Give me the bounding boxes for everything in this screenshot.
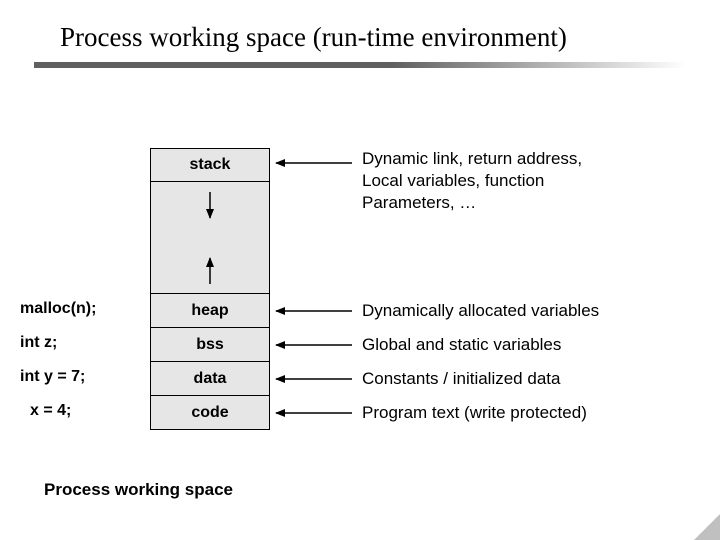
left-label-intz: int z; [20, 334, 57, 352]
segment-heap-label: heap [191, 302, 228, 320]
left-label-malloc: malloc(n); [20, 300, 96, 318]
left-label-inty: int y = 7; [20, 368, 85, 386]
desc-bss: Global and static variables [362, 334, 561, 356]
segment-bss: bss [150, 328, 270, 362]
segment-code: code [150, 396, 270, 430]
segment-heap: heap [150, 294, 270, 328]
diagram-caption: Process working space [44, 480, 233, 500]
segment-bss-label: bss [196, 336, 224, 354]
segment-gap [150, 182, 270, 294]
segment-stack: stack [150, 148, 270, 182]
desc-data: Constants / initialized data [362, 368, 560, 390]
desc-heap: Dynamically allocated variables [362, 300, 599, 322]
desc-stack: Dynamic link, return address, Local vari… [362, 148, 582, 214]
left-label-x4: x = 4; [30, 402, 71, 420]
segment-stack-label: stack [190, 156, 231, 174]
page-title: Process working space (run-time environm… [60, 22, 567, 53]
corner-notch-icon [694, 514, 720, 540]
arrows-overlay [0, 0, 720, 540]
desc-code: Program text (write protected) [362, 402, 587, 424]
segment-code-label: code [191, 404, 228, 422]
title-underline [34, 62, 686, 68]
segment-data: data [150, 362, 270, 396]
segment-data-label: data [194, 370, 227, 388]
